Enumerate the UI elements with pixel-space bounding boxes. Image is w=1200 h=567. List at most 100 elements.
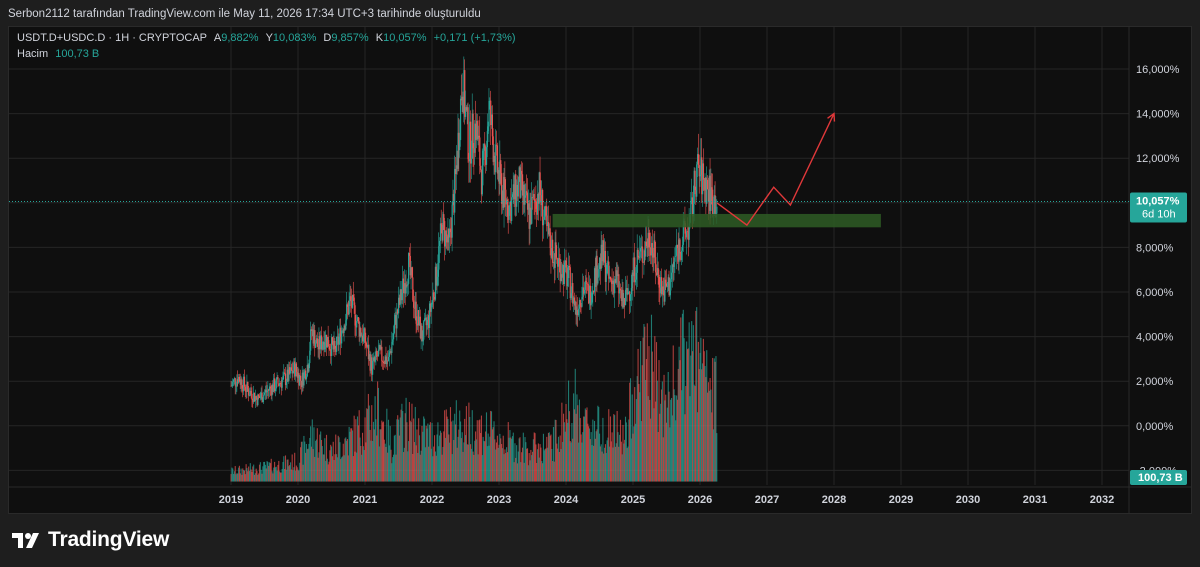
candle-body: [681, 250, 683, 261]
candle-body: [651, 243, 653, 254]
candle-body: [298, 372, 300, 386]
candle-body: [485, 147, 488, 165]
volume-bar: [462, 451, 464, 482]
candle-body: [451, 204, 453, 238]
candlesticks: [230, 56, 718, 408]
volume-bar: [309, 437, 311, 482]
candle-body: [520, 170, 522, 198]
volume-bar: [583, 416, 586, 482]
tradingview-brand[interactable]: TradingView: [12, 526, 169, 554]
candle-body: [303, 372, 305, 386]
volume-bar: [707, 392, 709, 482]
candle-body: [521, 174, 524, 196]
volume-bar: [470, 448, 472, 482]
candle-body: [255, 396, 257, 398]
candle-body: [291, 370, 293, 374]
volume-bar: [690, 355, 692, 482]
volume-bar: [634, 387, 636, 482]
volume-bar: [715, 356, 717, 482]
volume-bar: [458, 429, 460, 482]
volume-bar: [290, 469, 292, 482]
candle-body: [243, 376, 246, 387]
volume-bar: [253, 464, 255, 482]
volume-bar: [652, 371, 654, 482]
candle-body: [386, 360, 388, 365]
legend-symbol: USDT.D+USDC.D · 1H · CRYPTOCAP: [17, 32, 207, 44]
volume-bar: [356, 416, 359, 482]
candle-body: [590, 302, 592, 306]
volume-bar: [485, 431, 487, 482]
candle-body: [485, 146, 487, 165]
candle-body: [253, 392, 255, 403]
volume-bar: [613, 414, 615, 482]
volume-bar: [279, 471, 281, 482]
volume-bar: [254, 473, 256, 482]
candle-body: [274, 388, 277, 392]
volume-bar: [618, 446, 620, 482]
volume-bar: [644, 326, 646, 482]
candle-body: [649, 247, 651, 248]
volume-bar: [302, 464, 304, 482]
volume-bar: [318, 452, 320, 482]
candle-body: [693, 170, 695, 204]
legend-high-label: Y: [265, 32, 273, 44]
volume-bar: [538, 457, 540, 482]
volume-bar: [558, 452, 560, 482]
volume-bar: [585, 410, 587, 482]
candle-body: [541, 189, 543, 206]
candle-body: [267, 389, 269, 391]
price-chart[interactable]: 16,000%14,000%12,000%10,000%8,000%6,000%…: [9, 27, 1192, 514]
candle-body: [572, 283, 574, 304]
candle-body: [363, 328, 365, 334]
volume-bar: [700, 337, 702, 482]
volume-bar: [250, 469, 252, 482]
volume-bar: [395, 454, 397, 482]
candle-body: [447, 228, 449, 243]
volume-bar: [426, 428, 428, 482]
volume-bar: [398, 435, 400, 482]
candle-body: [465, 107, 467, 117]
volume-bar: [562, 441, 564, 482]
volume-bar: [709, 378, 711, 482]
price-axis[interactable]: 16,000%14,000%12,000%10,000%8,000%6,000%…: [1136, 64, 1180, 477]
candle-body: [619, 288, 622, 291]
candle-body: [382, 361, 384, 362]
volume-bar: [334, 454, 336, 482]
candle-body: [537, 193, 540, 204]
volume-bar: [635, 399, 637, 482]
candle-body: [299, 375, 301, 386]
volume-bar: [519, 437, 521, 482]
candle-body: [232, 381, 234, 386]
candle-body: [354, 305, 356, 326]
volume-bar: [673, 389, 675, 482]
time-axis[interactable]: 2019 2020 2021 2022 2023 2024 2025 2026 2027 2028…: [219, 494, 1114, 506]
candle-body: [325, 334, 327, 343]
candle-body: [498, 170, 500, 184]
volume-bar: [530, 449, 532, 482]
candle-body: [709, 175, 711, 211]
candle-body: [707, 179, 709, 190]
volume-bar: [490, 410, 492, 482]
candle-body: [391, 341, 393, 353]
candle-body: [635, 279, 637, 283]
candle-body: [557, 258, 560, 267]
candle-body: [615, 270, 617, 283]
volume-bar: [347, 455, 349, 482]
volume-bar: [492, 427, 494, 482]
x-tick-label: 2019: [219, 494, 243, 506]
candle-body: [306, 365, 308, 377]
volume-bar: [257, 474, 259, 482]
y-tick-label: 8,000%: [1136, 242, 1174, 254]
candle-body: [477, 135, 479, 140]
volume-bar: [696, 412, 699, 482]
volume-bar: [653, 408, 655, 482]
volume-bar: [382, 421, 385, 482]
candle-body: [626, 288, 628, 295]
candle-body: [584, 280, 586, 290]
volume-bar: [329, 450, 331, 482]
candle-body: [505, 189, 507, 205]
volume-bar: [470, 444, 472, 482]
volume-bar: [352, 456, 354, 482]
chart-panel[interactable]: [8, 26, 1192, 514]
volume-bar: [306, 449, 308, 482]
